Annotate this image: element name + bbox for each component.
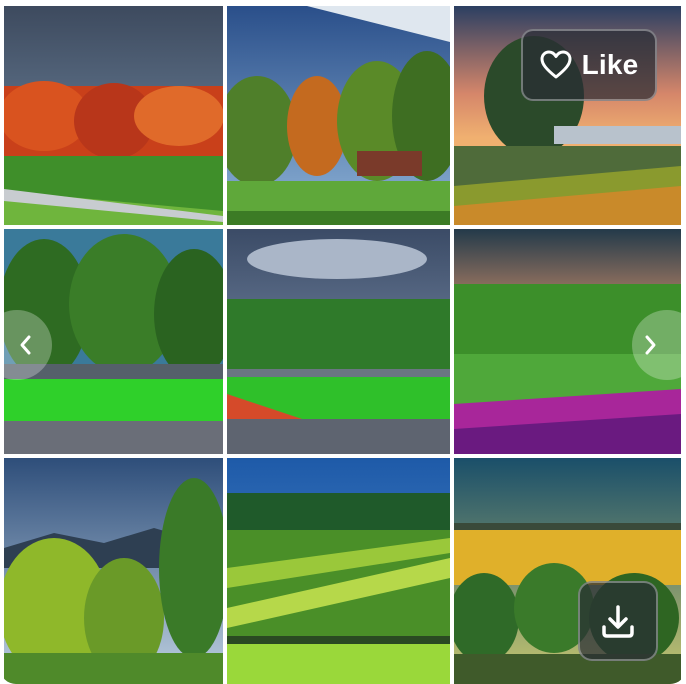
- grid-image-5: [227, 229, 450, 454]
- grid-image-7: [4, 458, 223, 684]
- grid-image-4: [4, 229, 223, 454]
- chevron-right-icon: [641, 334, 659, 356]
- chevron-left-icon: [17, 334, 35, 356]
- heart-icon: [540, 50, 572, 80]
- download-button[interactable]: [578, 581, 658, 661]
- download-icon: [598, 601, 638, 641]
- grid-image-8: [227, 458, 450, 684]
- grid-image-6: [454, 229, 681, 454]
- grid-image-1: [4, 6, 223, 225]
- like-button-label: Like: [581, 49, 639, 80]
- grid-image-2: [227, 6, 450, 225]
- like-button[interactable]: Like: [521, 29, 657, 101]
- next-image-button[interactable]: [632, 310, 686, 380]
